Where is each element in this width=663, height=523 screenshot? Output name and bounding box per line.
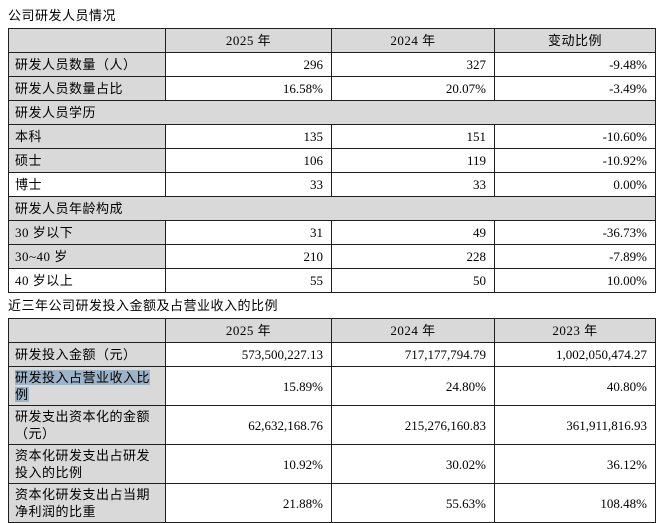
header-cell-year: 变动比例 (494, 28, 656, 53)
row-label-cell: 40 岁以上 (8, 268, 166, 293)
value-cell: 10.92% (165, 444, 332, 484)
row-label-cell: 本科 (8, 124, 166, 149)
rd-investment-table: 2025 年 2024 年 2023 年 研发投入金额（元） 573,500,227.… (8, 318, 656, 523)
rd-investment-table-body: 研发投入金额（元） 573,500,227.13 717,177,794.79 1,0… (8, 342, 656, 523)
value-cell: 108.48% (494, 483, 656, 523)
rd-investment-table-head: 2025 年 2024 年 2023 年 (8, 318, 656, 343)
value-cell: 361,911,816.93 (494, 405, 656, 445)
value-cell: -3.49% (494, 76, 656, 101)
value-cell: 36.12% (494, 444, 656, 484)
value-cell: 40.80% (494, 366, 656, 406)
section-row: 研发人员学历 (8, 100, 656, 125)
header-cell-year: 2024 年 (331, 28, 495, 53)
row-label-cell: 研发支出资本化的金额（元） (8, 405, 166, 445)
section-header-cell: 研发人员学历 (8, 100, 656, 125)
value-cell: 15.89% (165, 366, 332, 406)
header-row: 2025 年 2024 年 2023 年 (8, 318, 656, 343)
row-label-cell: 博士 (8, 172, 166, 197)
table-row: 资本化研发支出占研发投入的比例 10.92% 30.02% 36.12% (8, 444, 656, 484)
value-cell: 151 (331, 124, 495, 149)
value-cell: 24.80% (331, 366, 495, 406)
value-cell: 210 (165, 244, 332, 269)
row-label-cell: 硕士 (8, 148, 166, 173)
table-row: 研发人员数量占比 16.58% 20.07% -3.49% (8, 76, 656, 101)
row-label-cell: 资本化研发支出占当期净利润的比重 (8, 483, 166, 523)
value-cell: 50 (331, 268, 495, 293)
value-cell: -10.60% (494, 124, 656, 149)
table-row: 30 岁以下 31 49 -36.73% (8, 220, 656, 245)
rd-personnel-title: 公司研发人员情况 (8, 8, 117, 23)
value-cell: 55 (165, 268, 332, 293)
header-cell-year: 2025 年 (165, 28, 332, 53)
table-row: 博士 33 33 0.00% (8, 172, 656, 197)
table-row: 研发人员数量（人） 296 327 -9.48% (8, 52, 656, 77)
table-row: 研发支出资本化的金额（元） 62,632,168.76 215,276,160.83… (8, 405, 656, 445)
row-label-cell: 研发投入占营业收入比例 (8, 366, 166, 406)
value-cell: 10.00% (494, 268, 656, 293)
row-label-cell: 研发人员数量占比 (8, 76, 166, 101)
value-cell: 228 (331, 244, 495, 269)
row-label-cell: 资本化研发支出占研发投入的比例 (8, 444, 166, 484)
value-cell: 573,500,227.13 (165, 342, 332, 367)
section-header-cell: 研发人员年龄构成 (8, 196, 656, 221)
table-row: 40 岁以上 55 50 10.00% (8, 268, 656, 293)
row-label-cell: 30 岁以下 (8, 220, 166, 245)
header-cell-year: 2023 年 (494, 318, 656, 343)
table-row: 30~40 岁 210 228 -7.89% (8, 244, 656, 269)
value-cell: 31 (165, 220, 332, 245)
highlighted-text: 研发投入占营业收入比例 (15, 370, 151, 402)
value-cell: -10.92% (494, 148, 656, 173)
value-cell: -36.73% (494, 220, 656, 245)
value-cell: 30.02% (331, 444, 495, 484)
header-cell-year: 2025 年 (165, 318, 332, 343)
value-cell: 33 (331, 172, 495, 197)
value-cell: 20.07% (331, 76, 495, 101)
value-cell: 33 (165, 172, 332, 197)
value-cell: 55.63% (331, 483, 495, 523)
rd-personnel-table-body: 研发人员数量（人） 296 327 -9.48% 研发人员数量占比 16.58% 20.07… (8, 52, 656, 293)
rd-personnel-table: 2025 年 2024 年变动比例 研发人员数量（人） 296 327 -9.48% 研发… (8, 28, 656, 293)
row-label-cell: 研发投入金额（元） (8, 342, 166, 367)
value-cell: 49 (331, 220, 495, 245)
value-cell: 327 (331, 52, 495, 77)
value-cell: -9.48% (494, 52, 656, 77)
value-cell: 106 (165, 148, 332, 173)
header-cell-empty (8, 28, 166, 53)
value-cell: 296 (165, 52, 332, 77)
header-cell-empty (8, 318, 166, 343)
header-cell-year: 2024 年 (331, 318, 495, 343)
value-cell: 1,002,050,474.27 (494, 342, 656, 367)
table-row: 本科 135 151 -10.60% (8, 124, 656, 149)
value-cell: 0.00% (494, 172, 656, 197)
value-cell: 62,632,168.76 (165, 405, 332, 445)
table-row: 资本化研发支出占当期净利润的比重 21.88% 55.63% 108.48% (8, 483, 656, 523)
section-row: 研发人员年龄构成 (8, 196, 656, 221)
value-cell: 717,177,794.79 (331, 342, 495, 367)
value-cell: 16.58% (165, 76, 332, 101)
value-cell: -7.89% (494, 244, 656, 269)
rd-investment-title: 近三年公司研发投入金额及占营业收入的比例 (8, 298, 279, 313)
value-cell: 215,276,160.83 (331, 405, 495, 445)
value-cell: 119 (331, 148, 495, 173)
header-row: 2025 年 2024 年变动比例 (8, 28, 656, 53)
value-cell: 135 (165, 124, 332, 149)
row-label-cell: 研发人员数量（人） (8, 52, 166, 77)
table-row: 硕士 106 119 -10.92% (8, 148, 656, 173)
rd-personnel-table-head: 2025 年 2024 年变动比例 (8, 28, 656, 53)
row-label-cell: 30~40 岁 (8, 244, 166, 269)
value-cell: 21.88% (165, 483, 332, 523)
table-row: 研发投入金额（元） 573,500,227.13 717,177,794.79 1,0… (8, 342, 656, 367)
table-row: 研发投入占营业收入比例 15.89% 24.80% 40.80% (8, 366, 656, 406)
